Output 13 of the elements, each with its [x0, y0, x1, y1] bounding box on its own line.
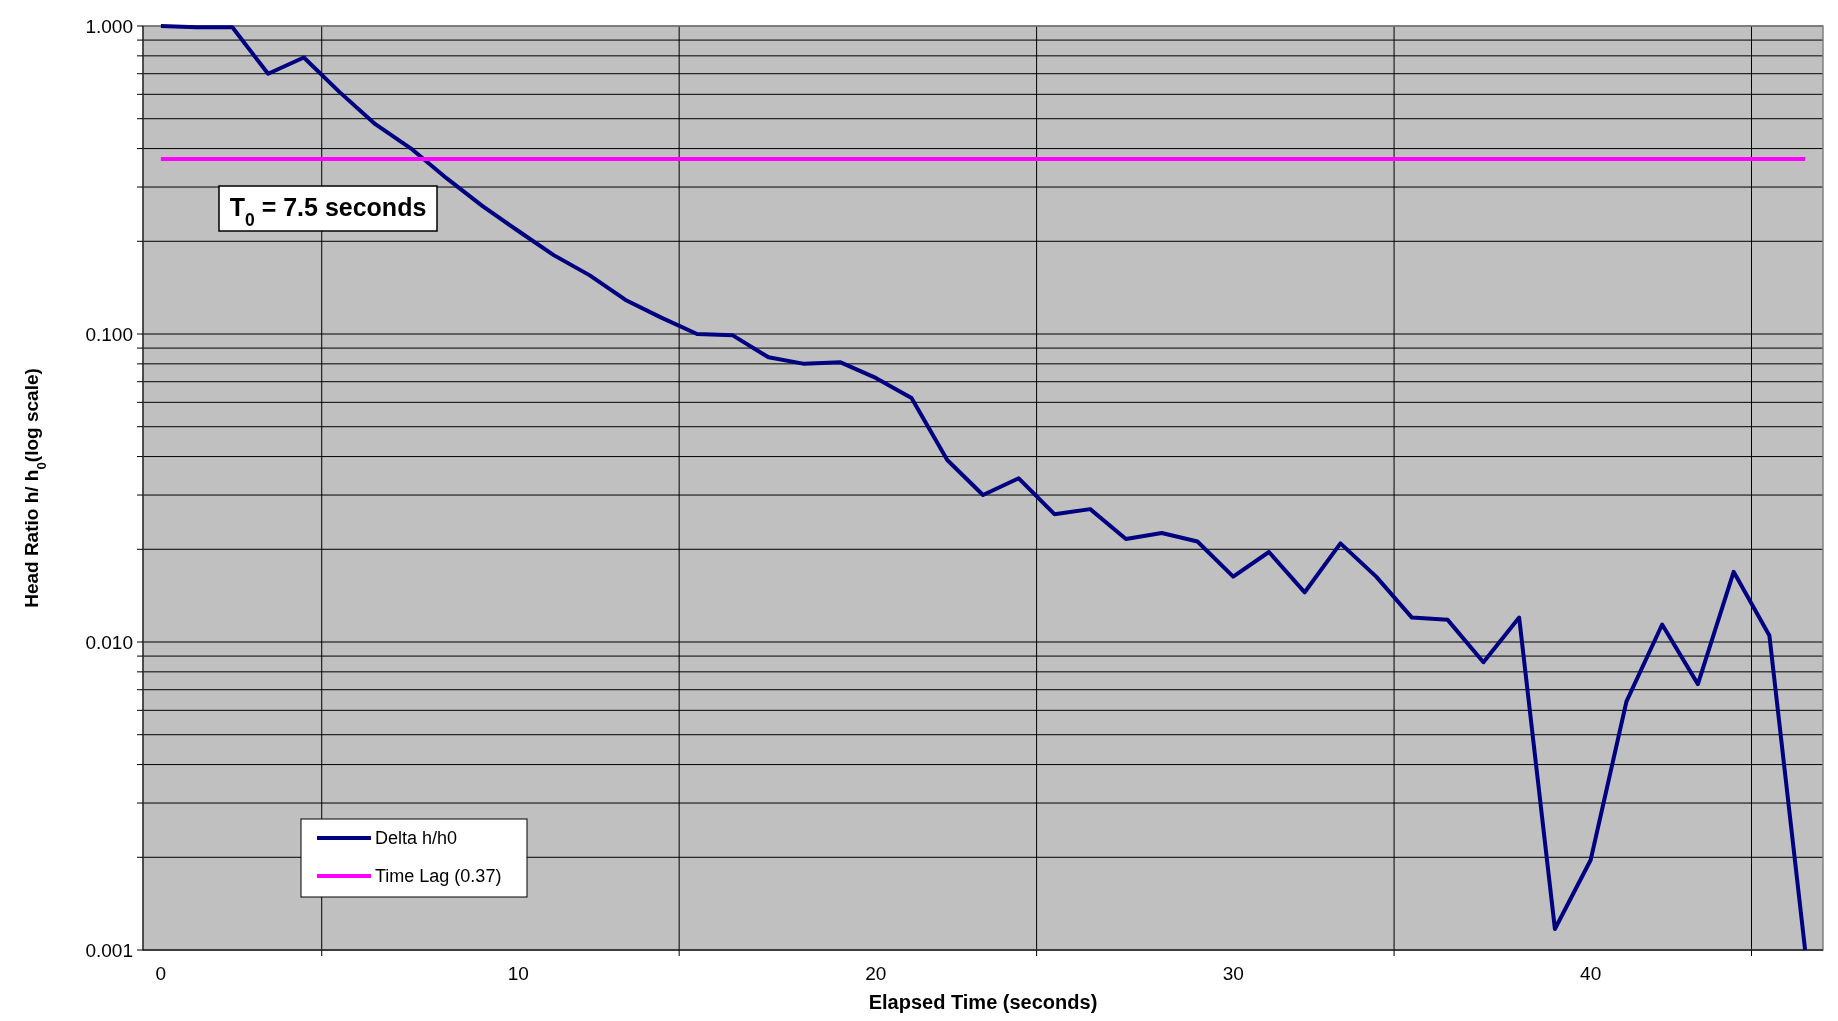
- x-tick-label: 10: [507, 963, 529, 984]
- x-tick-label: 20: [865, 963, 887, 984]
- legend-label: Delta h/h0: [375, 828, 458, 849]
- annotation: T$_{0}$ = 7.5 seconds: [229, 193, 427, 230]
- x-tick-label: 40: [1580, 963, 1602, 984]
- legend-label: Time Lag (0.37): [375, 866, 502, 887]
- x-tick-label: 30: [1222, 963, 1244, 984]
- y-tick-label: 0.010: [85, 631, 133, 653]
- y-tick-label: 1.000: [85, 15, 133, 37]
- x-tick-label: 0: [155, 963, 167, 984]
- y-tick-label: 0.100: [85, 323, 133, 345]
- y-tick-label: 0.001: [85, 939, 133, 961]
- x-axis-title: Elapsed Time (seconds): [868, 991, 1098, 1013]
